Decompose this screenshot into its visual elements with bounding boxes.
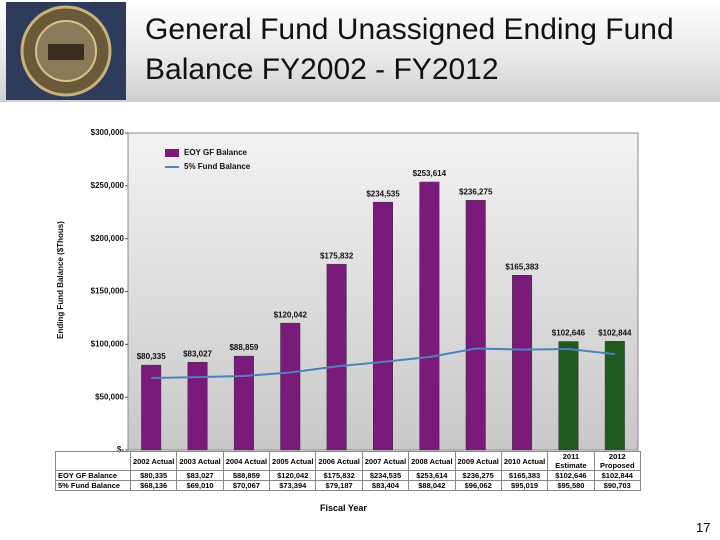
legend-label: EOY GF Balance (184, 148, 248, 157)
logo (6, 2, 126, 100)
bar (512, 274, 533, 451)
table-value: $88,042 (408, 480, 456, 491)
table-value: $236,275 (454, 470, 502, 481)
x-tick-label: 2007 Actual (361, 451, 410, 471)
row-header: 5% Fund Balance (55, 480, 131, 491)
x-tick-label: 2002 Actual (129, 451, 178, 471)
table-value: $96,062 (454, 480, 502, 491)
x-tick-label: 2010 Actual (500, 451, 549, 471)
table-value: $102,646 (547, 470, 595, 481)
y-tick-label: $100,000 (91, 339, 125, 348)
legend-swatch (165, 149, 179, 157)
y-axis-label: Ending Fund Balance ($Thous) (56, 221, 65, 339)
table-value: $90,703 (593, 480, 641, 491)
x-axis-label: Fiscal Year (320, 503, 367, 513)
bar (604, 341, 625, 451)
page-number: 17 (696, 520, 711, 535)
bar (280, 322, 301, 451)
table-row: 5% Fund Balance $68,136 $69,010 $70,067 $73,… (55, 480, 641, 491)
x-tick-label: 2006 Actual (315, 451, 363, 471)
value-label: $83,027 (183, 349, 212, 358)
y-tick-label: $150,000 (91, 287, 125, 296)
legend-label: 5% Fund Balance (184, 162, 251, 171)
x-tick-label: 2011 Estimate (547, 451, 595, 471)
bar (373, 201, 393, 451)
x-tick-label: 2005 Actual (269, 451, 317, 471)
table-row: EOY GF Balance $80,335 $83,027 $88,859 $120,… (55, 470, 641, 481)
value-label: $175,832 (320, 251, 354, 260)
x-tick-label: 2012 Proposed (593, 451, 641, 471)
bar (419, 181, 440, 451)
x-tick-label: 2003 Actual (176, 451, 224, 471)
y-tick-label: $- (117, 445, 124, 454)
legend: EOY GF Balance 5% Fund Balance (165, 148, 251, 171)
bar (326, 263, 347, 451)
bar (141, 364, 162, 451)
value-label: $253,614 (413, 169, 447, 178)
value-label: $234,535 (366, 189, 400, 198)
x-tick-label: 2009 Actual (454, 451, 502, 471)
table-value: $68,136 (129, 480, 178, 491)
bar (558, 341, 579, 451)
table-value: $95,580 (547, 480, 595, 491)
x-tick-label: 2004 Actual (222, 451, 271, 471)
value-label: $88,859 (229, 343, 258, 352)
value-label: $80,335 (137, 352, 166, 361)
value-label: $236,275 (459, 187, 493, 196)
table-value: $83,027 (176, 470, 224, 481)
value-label: $102,646 (552, 329, 586, 338)
table-value: $70,067 (222, 480, 271, 491)
table-value: $253,614 (408, 470, 456, 481)
table-row: 2002 Actual 2003 Actual 2004 Actual 2005 Ac… (55, 451, 641, 471)
table-value: $88,859 (222, 470, 271, 481)
x-tick-label: 2008 Actual (408, 451, 456, 471)
y-tick-label: $200,000 (91, 234, 125, 243)
bar (187, 362, 208, 451)
bar (233, 355, 254, 451)
table-value: $234,535 (361, 470, 410, 481)
y-tick-label: $50,000 (95, 392, 124, 401)
value-label: $165,383 (505, 262, 539, 271)
value-label: $102,844 (598, 328, 632, 337)
data-table: 2002 Actual 2003 Actual 2004 Actual 2005 Ac… (55, 451, 641, 491)
table-corner (55, 451, 131, 471)
table-value: $175,832 (315, 470, 363, 481)
y-tick-label: $250,000 (91, 181, 125, 190)
table-value: $83,404 (361, 480, 410, 491)
bar (465, 200, 486, 451)
table-value: $80,335 (129, 470, 178, 481)
table-value: $95,019 (500, 480, 549, 491)
row-header: EOY GF Balance (55, 470, 131, 481)
value-label: $120,042 (274, 310, 308, 319)
table-value: $165,383 (500, 470, 549, 481)
y-tick-label: $300,000 (91, 128, 125, 137)
table-value: $73,394 (269, 480, 317, 491)
table-value: $102,844 (593, 470, 641, 481)
slide-title: General Fund Unassigned Ending Fund Bala… (145, 13, 674, 86)
table-value: $79,187 (315, 480, 363, 491)
table-value: $120,042 (269, 470, 317, 481)
line (151, 347, 615, 380)
table-value: $69,010 (176, 480, 224, 491)
